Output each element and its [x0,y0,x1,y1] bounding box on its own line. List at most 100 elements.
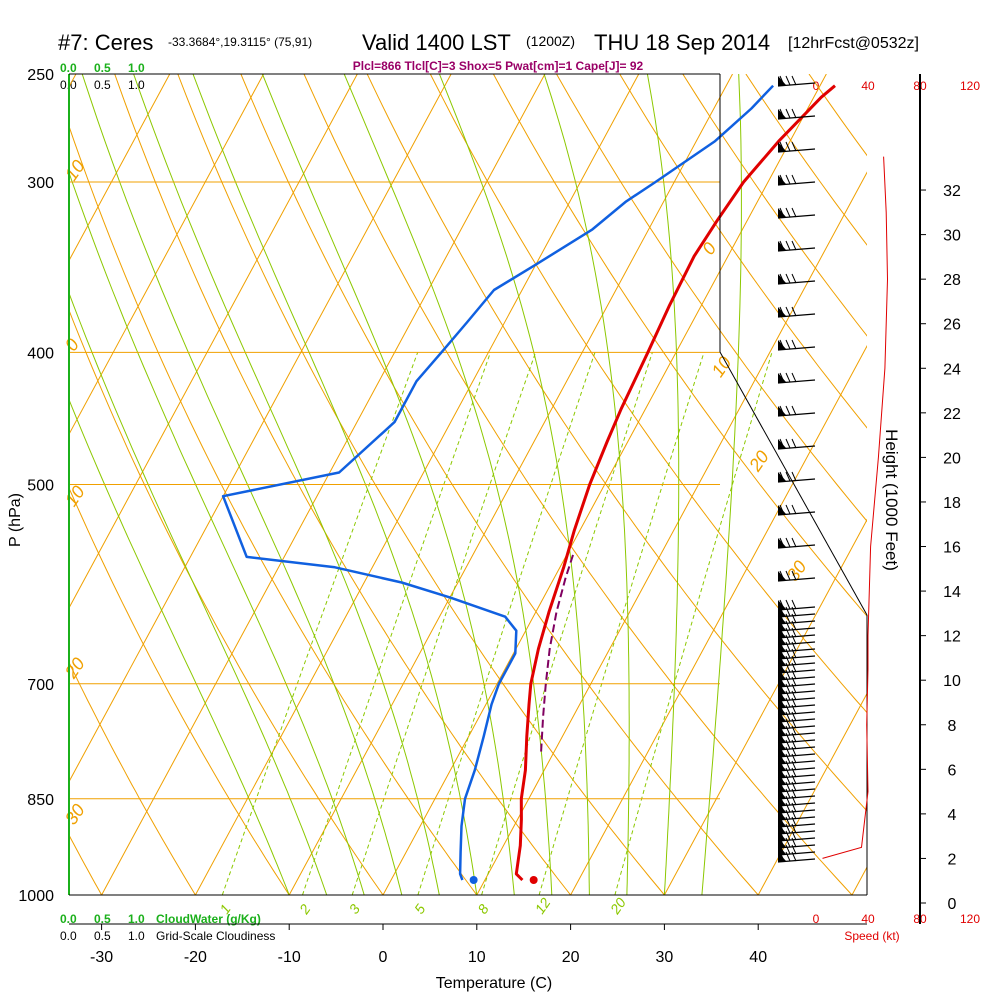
wind-barb [777,504,816,516]
moist-adiabat-34 [701,74,742,895]
wind-barb-shaft [777,313,816,318]
wind-barb-feather [785,648,791,659]
wind-barb-shaft [777,781,816,786]
wind-barb-feather [785,606,791,617]
wind-barb-feather [791,372,797,383]
series-dewpoint [221,84,775,881]
pressure-tick-850: 850 [27,792,54,809]
temp-tick-30: 30 [656,949,674,966]
wind-barb-shaft [777,247,816,252]
wind-barb [777,537,816,549]
wind-barb-feather [785,746,791,757]
wind-barb-feather [779,746,785,757]
top-black-scale: 0.0 0.5 1.0 [60,78,145,92]
mixing-ratio-label-5: 5 [411,901,429,917]
bottom-green-scale-1: 0.5 [94,912,111,926]
wind-barb-feather [779,570,785,581]
height-tick-20: 20 [943,450,961,467]
wind-barb-feather [785,753,791,764]
wind-barb-feather [791,690,797,701]
wind-barb-feather [785,823,791,834]
wind-barb-feather [791,471,797,482]
wind-barb-shaft [777,280,816,285]
wind-barb [777,837,816,849]
adiabat-0 [69,308,384,895]
station-title: #7: Ceres [58,30,153,55]
wind-barb-feather [785,627,791,638]
height-tick-0: 0 [948,896,957,913]
height-tick-16: 16 [943,540,961,557]
wind-barb-feather [791,809,797,820]
wind-barb-feather [779,306,785,317]
wind-barb-shaft [777,346,816,351]
adiabat--20 [69,661,196,895]
wind-barb-feather [785,683,791,694]
wind-barb-feather [779,648,785,659]
top-speed-40: 40 [861,79,875,93]
wind-barb-feather [785,207,791,218]
wind-barb-shaft [777,851,816,856]
wind-barb [777,273,816,285]
mixing-ratio-label-3: 3 [345,901,363,917]
adiabat-110 [682,74,867,337]
wind-barb [777,606,816,618]
wind-barb-feather [779,781,785,792]
wind-barb [777,634,816,646]
wind-barb-feather [785,711,791,722]
wind-barb-feather [791,753,797,764]
isotherm-label-7: 20 [745,447,773,476]
wind-barb-feather [785,795,791,806]
wind-barb-feather [791,669,797,680]
wind-barb-shaft [777,823,816,828]
wind-barb-feather [791,504,797,515]
wind-barb-feather [779,240,785,251]
wind-barb-feather [779,830,785,841]
isotherm-label-5: 0 [698,239,720,259]
wind-barb-shaft [777,760,816,765]
mixing-ratio-label-2: 2 [295,901,313,918]
cloudwater-label: CloudWater (g/Kg) [156,912,261,926]
wind-barb-shaft [777,181,816,186]
wind-barb-feather [785,690,791,701]
wind-barb-feather [785,405,791,416]
top-black-scale-1: 0.5 [94,78,111,92]
adiabat-80 [492,74,867,617]
wind-barb-feather [779,641,785,652]
wind-barb-feather [785,844,791,855]
wind-barb-feather [791,760,797,771]
isotherm-40 [757,692,867,895]
wind-barb-feather [785,613,791,624]
wind-barb-feather [779,627,785,638]
wind-barb-feather [785,767,791,778]
isotherm-label-3: 20 [60,654,88,683]
wind-barb [777,767,816,779]
mixing-ratio-20 [614,352,773,895]
height-tick-4: 4 [948,807,957,824]
wind-barb-feather [785,655,791,666]
wind-barb-feather [785,851,791,862]
wind-barb-feather [791,108,797,119]
height-tick-8: 8 [948,718,957,735]
wind-barb-feather [785,641,791,652]
wind-barb-feather [791,438,797,449]
wind-barb-shaft [777,544,816,549]
wind-barb-feather [791,802,797,813]
wind-barb-feather [779,339,785,350]
wind-barb-shaft [777,704,816,709]
wind-barb [777,851,816,863]
wind-barb-shaft [777,613,816,618]
wind-barb-feather [785,240,791,251]
adiabat-30 [177,74,665,895]
wind-barb-shaft [777,148,816,153]
wind-barb-feather [791,613,797,624]
wind-barb [777,306,816,318]
bottom-speed-scale: 0 40 80 120 [813,912,981,926]
wind-barb-feather [791,767,797,778]
wind-barb-feather [779,725,785,736]
height-tick-12: 12 [943,629,961,646]
wind-barb-feather [785,634,791,645]
wind-barb [777,570,816,582]
wind-barb [777,339,816,351]
wind-barb-feather [779,718,785,729]
